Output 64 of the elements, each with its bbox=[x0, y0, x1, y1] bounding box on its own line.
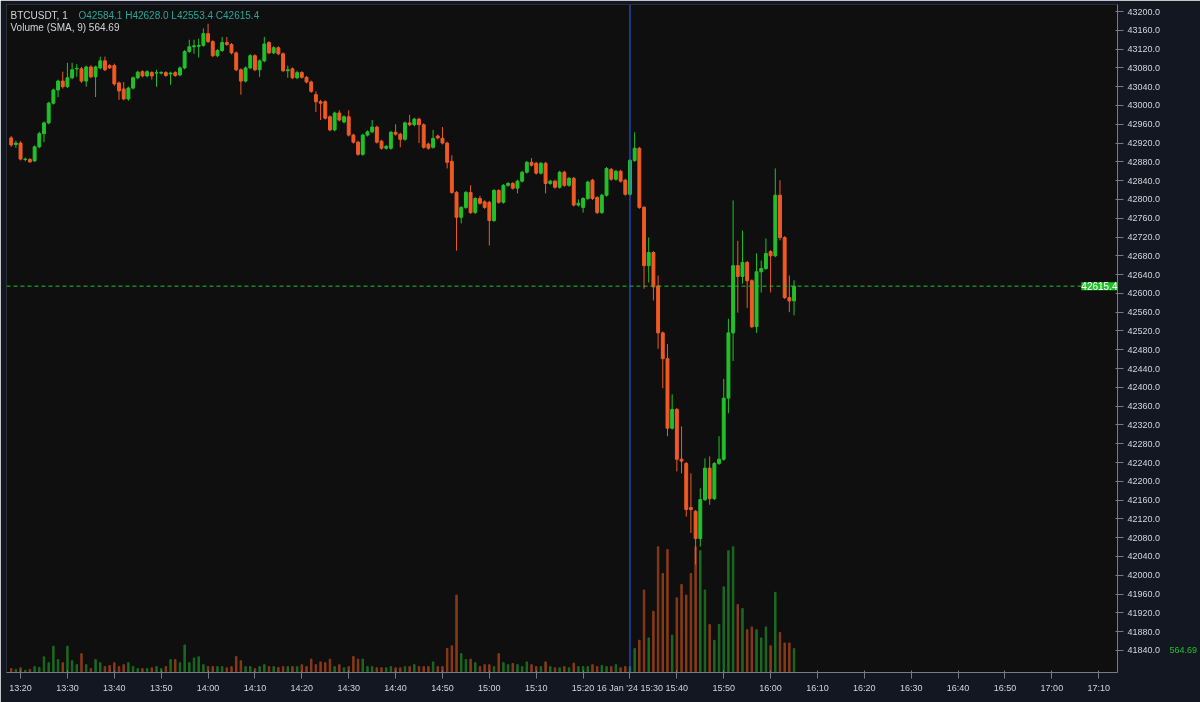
x-tick-label: 14:40 bbox=[384, 682, 407, 693]
y-tick-label: 42200.0 bbox=[1127, 476, 1161, 487]
x-tick-label: 15:50 bbox=[712, 682, 735, 693]
x-tick-label: 15:10 bbox=[524, 682, 548, 693]
x-tick-label: 16:20 bbox=[853, 682, 876, 693]
y-tick-label: 42520.0 bbox=[1127, 325, 1161, 336]
y-tick-label: 42640.0 bbox=[1127, 269, 1161, 280]
y-tick-label: 42600.0 bbox=[1127, 288, 1161, 299]
x-tick-label: 16:00 bbox=[759, 682, 782, 693]
annotation: Volume (SMA, 9) 564.69 bbox=[10, 21, 120, 33]
y-tick-label: 42000.0 bbox=[1127, 570, 1161, 581]
y-tick-label: 42160.0 bbox=[1127, 495, 1161, 506]
x-tick-label: 13:50 bbox=[149, 682, 173, 693]
x-tick-label: 16:10 bbox=[806, 682, 829, 693]
y-tick-label: 42840.0 bbox=[1127, 175, 1161, 186]
y2-tick-label: 564.69 bbox=[1169, 645, 1198, 656]
ref-line-label: 16 Jan '24 15:30 bbox=[596, 682, 664, 693]
y-tick-label: 42320.0 bbox=[1127, 419, 1161, 430]
y-tick-label: 42040.0 bbox=[1127, 551, 1161, 562]
x-tick-label: 16:50 bbox=[993, 682, 1017, 693]
y-tick-label: 43120.0 bbox=[1127, 44, 1161, 55]
y-tick-label: 42560.0 bbox=[1127, 307, 1161, 318]
x-tick-label: 13:40 bbox=[103, 682, 126, 693]
x-tick-label: 14:10 bbox=[243, 682, 267, 693]
annotation: O42584.1 H42628.0 L42553.4 C42615.4 bbox=[78, 9, 260, 21]
x-tick-label: 13:20 bbox=[9, 682, 32, 693]
y-tick-label: 43000.0 bbox=[1127, 100, 1161, 111]
y-tick-label: 42880.0 bbox=[1127, 156, 1161, 167]
y-tick-label: 43080.0 bbox=[1127, 62, 1161, 73]
y-tick-label: 41960.0 bbox=[1127, 589, 1161, 600]
x-tick-label: 14:50 bbox=[431, 682, 454, 693]
y-tick-label: 43160.0 bbox=[1127, 25, 1161, 36]
y-tick-label: 42960.0 bbox=[1127, 119, 1161, 130]
x-tick-label: 14:30 bbox=[337, 682, 360, 693]
y-tick-label: 41840.0 bbox=[1127, 645, 1161, 656]
text: BTCUSDT, 1 bbox=[10, 9, 69, 21]
y-tick-label: 42720.0 bbox=[1127, 232, 1161, 243]
y-tick-label: 43040.0 bbox=[1127, 81, 1161, 92]
y-tick-label: 42680.0 bbox=[1127, 250, 1161, 261]
x-tick-label: 15:00 bbox=[478, 682, 501, 693]
y-tick-label: 42080.0 bbox=[1127, 532, 1161, 543]
y-tick-label: 42800.0 bbox=[1127, 194, 1161, 205]
x-tick-label: 17:10 bbox=[1087, 682, 1111, 693]
y-tick-label: 42480.0 bbox=[1127, 344, 1161, 355]
x-tick-label: 14:00 bbox=[196, 682, 220, 693]
x-tick-label: 15:40 bbox=[665, 682, 689, 693]
y-tick-label: 43200.0 bbox=[1127, 6, 1161, 17]
x-tick-label: 14:20 bbox=[290, 682, 314, 693]
y-tick-label: 42280.0 bbox=[1127, 438, 1161, 449]
y-tick-label: 41880.0 bbox=[1127, 626, 1161, 637]
x-tick-label: 13:30 bbox=[56, 682, 79, 693]
ref-line-label: 42615.4 bbox=[1081, 281, 1118, 293]
y-tick-label: 42400.0 bbox=[1127, 382, 1161, 393]
y-tick-label: 42360.0 bbox=[1127, 401, 1161, 412]
y-tick-label: 42240.0 bbox=[1127, 457, 1161, 468]
y-tick-label: 41920.0 bbox=[1127, 607, 1161, 618]
x-tick-label: 17:00 bbox=[1040, 682, 1064, 693]
x-tick-label: 16:40 bbox=[946, 682, 970, 693]
y-tick-label: 42120.0 bbox=[1127, 513, 1161, 524]
x-tick-label: 15:20 bbox=[571, 682, 595, 693]
y-tick-label: 42440.0 bbox=[1127, 363, 1161, 374]
y-tick-label: 42760.0 bbox=[1127, 213, 1161, 224]
x-tick-label: 16:30 bbox=[899, 682, 923, 693]
y-tick-label: 42920.0 bbox=[1127, 138, 1161, 149]
